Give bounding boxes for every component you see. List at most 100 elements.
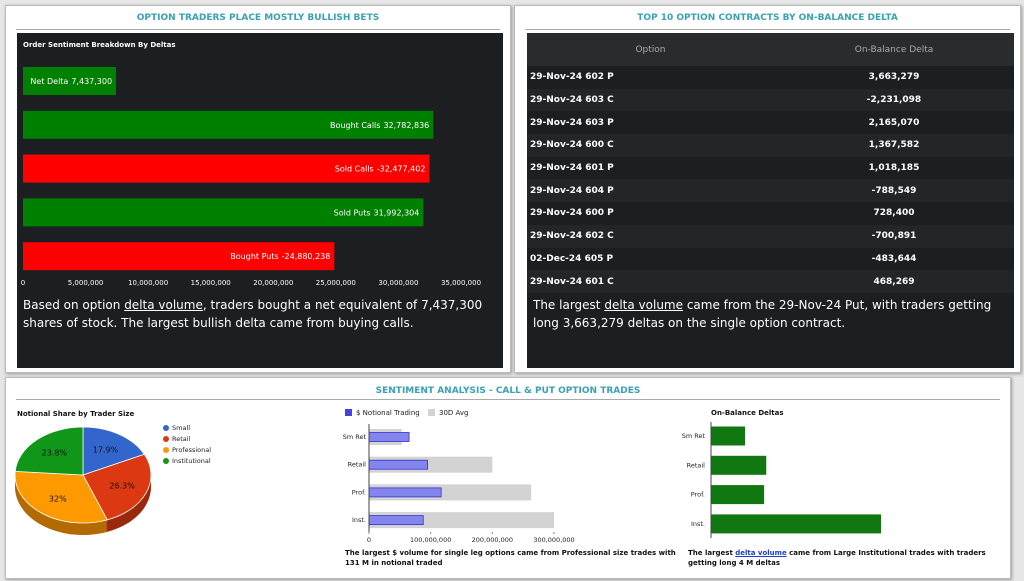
- y-tick-label: Sm Ret: [682, 432, 706, 440]
- bar-label: Sold Puts 31,992,304: [334, 208, 420, 217]
- table-cell: 02-Dec-24 605 P: [530, 253, 614, 264]
- legend-swatch: [163, 425, 169, 431]
- slice: [82, 453, 152, 521]
- value-label: -24,880,238: [282, 252, 331, 261]
- note-text: The largest: [533, 298, 605, 312]
- legend-label: Small: [172, 424, 190, 432]
- panel-title: SENTIMENT ANALYSIS - CALL & PUT OPTION T…: [375, 386, 641, 396]
- note: The largest $ volume for single leg opti…: [345, 548, 680, 568]
- bar: [368, 515, 424, 525]
- bar: [368, 432, 410, 442]
- category-label: Sold Puts: [334, 208, 371, 217]
- legend-label: Professional: [172, 446, 211, 454]
- note-text: came from Large Institutional trades wit…: [688, 549, 986, 567]
- legend-label: 30D Avg: [439, 409, 469, 417]
- bar: [711, 485, 765, 505]
- note-text: Based on option: [23, 298, 125, 312]
- chart-title: Notional Share by Trader Size: [17, 410, 135, 418]
- x-tick-label: 0: [21, 279, 25, 287]
- legend-swatch: [163, 447, 169, 453]
- table-row: 29-Nov-24 602 C -700,891: [527, 224, 1014, 248]
- legend-label: Institutional: [172, 457, 211, 465]
- x-tick-label: 20,000,000: [253, 279, 293, 287]
- x-tick-label: 25,000,000: [316, 279, 356, 287]
- table-cell: -483,644: [871, 253, 917, 264]
- table-row: 29-Nov-24 600 C 1,367,582: [527, 134, 1014, 157]
- y-tick-label: Sm Ret: [343, 433, 367, 441]
- x-tick-label: 5,000,000: [68, 279, 104, 287]
- y-tick-label: Inst.: [352, 516, 366, 524]
- bar-label: Bought Puts -24,880,238: [230, 252, 330, 261]
- rule: [16, 29, 500, 30]
- table-cell: 728,400: [873, 208, 915, 219]
- panel-title: OPTION TRADERS PLACE MOSTLY BULLISH BETS: [136, 13, 380, 23]
- table-cell: 1,367,582: [774, 134, 1014, 157]
- table-cell: 29-Nov-24 600 C: [527, 134, 774, 157]
- table-cell: -2,231,098: [774, 88, 1014, 112]
- table-cell: 29-Nov-24 601 P: [530, 163, 614, 174]
- x-tick-label: 15,000,000: [191, 279, 231, 287]
- x-tick-label: 0: [367, 536, 371, 544]
- y-tick-label: Prof.: [352, 488, 366, 496]
- y-tick-label: Prof.: [691, 491, 705, 499]
- table-cell: 29-Nov-24 602 P: [530, 72, 614, 83]
- link[interactable]: delta volume: [124, 298, 203, 312]
- chart-title: On-Balance Deltas: [711, 409, 784, 417]
- column-header: Option: [527, 33, 774, 66]
- table-cell: 29-Nov-24 600 P: [530, 208, 614, 219]
- column-header: On-Balance Delta: [774, 33, 1014, 66]
- bar: [711, 455, 767, 475]
- bar: [711, 514, 881, 534]
- bar-label: Bought Calls 32,782,836: [330, 120, 429, 129]
- x-tick-label: 100,000,000: [410, 536, 451, 544]
- bar: [368, 459, 428, 470]
- note-text: , traders bought a net equivalent of 7,4…: [23, 298, 483, 330]
- x-tick-label: 30,000,000: [378, 279, 418, 287]
- value-label: 32,782,836: [383, 120, 429, 129]
- table-cell: 3,663,279: [868, 72, 920, 83]
- table-row: 29-Nov-24 602 P 3,663,279: [527, 66, 1014, 89]
- table-cell: 2,165,070: [868, 117, 920, 128]
- bar: [23, 67, 117, 95]
- legend-swatch: [345, 409, 352, 416]
- bar: [23, 154, 430, 183]
- note-text: The largest: [688, 549, 736, 557]
- value-label: -32,477,402: [377, 164, 426, 173]
- slice: [82, 426, 145, 476]
- panel: SENTIMENT ANALYSIS - CALL & PUT OPTION T…: [5, 377, 1011, 579]
- bar: [368, 487, 442, 498]
- table-row: 29-Nov-24 600 P 728,400: [527, 202, 1014, 225]
- table-row: 29-Nov-24 601 C 468,269: [527, 270, 1014, 293]
- table-cell: 29-Nov-24 604 P: [527, 179, 774, 203]
- y-tick-label: Retail: [348, 461, 367, 469]
- bar-label: Net Delta 7,437,300: [30, 77, 112, 86]
- table-cell: 468,269: [774, 270, 1014, 293]
- note: The largest delta volume came from the 2…: [533, 296, 1011, 332]
- bar: [23, 198, 424, 227]
- link[interactable]: delta volume: [604, 298, 683, 312]
- x-tick-label: 300,000,000: [533, 536, 574, 544]
- note: Based on option delta volume, traders bo…: [23, 296, 501, 332]
- category-label: Bought Calls: [330, 120, 380, 129]
- value-label: 26.3%: [109, 482, 135, 491]
- table-cell: -788,549: [774, 179, 1014, 203]
- table-row: 29-Nov-24 603 P 2,165,070: [527, 111, 1014, 134]
- table-cell: 1,018,185: [868, 163, 920, 174]
- bar-label: Sold Calls -32,477,402: [335, 164, 426, 173]
- value-label: 17.9%: [93, 445, 119, 454]
- table-row: 02-Dec-24 605 P -483,644: [527, 248, 1014, 271]
- link[interactable]: delta volume: [735, 549, 787, 557]
- legend-swatch: [163, 436, 169, 442]
- category-label: Bought Puts: [230, 252, 278, 261]
- slice: [14, 426, 84, 476]
- bar: [23, 242, 335, 271]
- panel-title: TOP 10 OPTION CONTRACTS BY ON-BALANCE DE…: [637, 13, 898, 23]
- table-row: 29-Nov-24 603 C -2,231,098: [527, 88, 1014, 112]
- delta-table: Option On-Balance Delta 29-Nov-24 602 P 3,6…: [527, 33, 1014, 293]
- value-label: 32%: [49, 494, 67, 503]
- value-label: 7,437,300: [71, 77, 112, 86]
- table-cell: 29-Nov-24 603 P: [530, 117, 614, 128]
- x-tick-label: 10,000,000: [128, 279, 168, 287]
- category-label: Net Delta: [30, 77, 68, 86]
